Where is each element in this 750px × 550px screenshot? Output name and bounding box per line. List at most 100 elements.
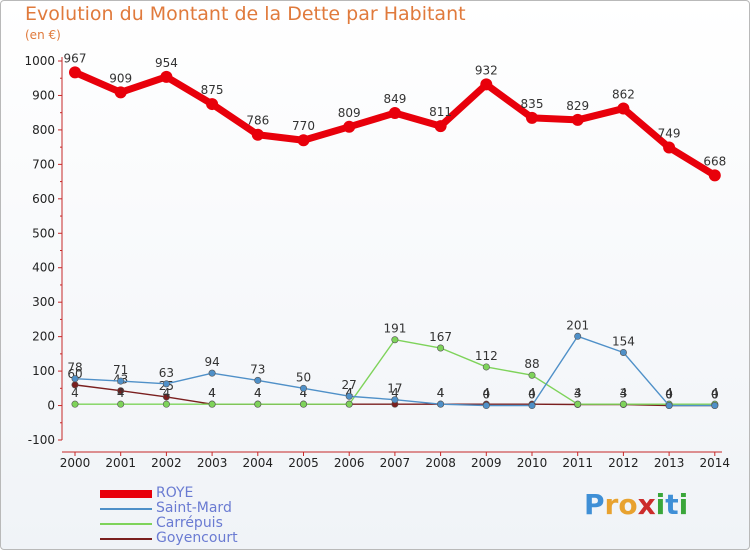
data-label-saint-mard-2000: 78 xyxy=(67,361,82,375)
data-point-carr-puis-2008 xyxy=(437,344,445,352)
data-label-roye-2007: 849 xyxy=(383,92,406,106)
y-tick-label-800: 800 xyxy=(32,123,55,137)
data-point-saint-mard-2012 xyxy=(619,348,627,356)
data-label-saint-mard-2002: 63 xyxy=(159,366,174,380)
data-point-roye-2013 xyxy=(663,141,676,154)
data-label-carr-puis-2005: 4 xyxy=(300,386,308,400)
data-point-roye-2005 xyxy=(297,134,310,147)
data-point-saint-mard-2010 xyxy=(528,402,536,410)
logo-letter: i xyxy=(678,488,689,521)
data-point-carr-puis-2001 xyxy=(117,400,125,408)
legend-swatch-roye xyxy=(100,490,152,498)
data-point-saint-mard-2008 xyxy=(437,400,445,408)
data-label-roye-2009: 932 xyxy=(475,63,498,77)
logo-letter: o xyxy=(618,488,638,521)
data-point-carr-puis-2005 xyxy=(299,400,307,408)
data-label-carr-puis-2000: 4 xyxy=(71,386,79,400)
x-tick-label-2010: 2010 xyxy=(517,456,548,470)
y-tick-label-300: 300 xyxy=(32,295,55,309)
x-tick-label-2000: 2000 xyxy=(60,456,91,470)
data-label-roye-2008: 811 xyxy=(429,105,452,119)
proxiti-logo: Proxiti xyxy=(584,488,688,521)
data-point-carr-puis-2003 xyxy=(208,400,216,408)
data-point-carr-puis-2000 xyxy=(71,400,79,408)
y-tick-label-100: 100 xyxy=(32,364,55,378)
logo-letter: r xyxy=(604,488,619,521)
data-label-saint-mard-2003: 94 xyxy=(204,355,219,369)
data-label-roye-2002: 954 xyxy=(155,56,178,70)
data-label-goyencourt-2009: 4 xyxy=(482,386,490,400)
legend-swatch-goyencourt xyxy=(100,538,152,540)
data-point-roye-2000 xyxy=(69,66,81,79)
legend-label-goyencourt: Goyencourt xyxy=(156,530,238,546)
data-label-roye-2010: 835 xyxy=(521,97,544,111)
data-label-roye-2012: 862 xyxy=(612,88,635,102)
data-point-saint-mard-2003 xyxy=(208,369,216,377)
data-point-carr-puis-2011 xyxy=(574,400,582,408)
x-tick-label-2005: 2005 xyxy=(288,456,319,470)
data-label-carr-puis-2010: 88 xyxy=(524,357,539,371)
data-point-roye-2012 xyxy=(617,102,630,115)
x-tick-label-2004: 2004 xyxy=(243,456,274,470)
data-label-goyencourt-2000: 60 xyxy=(67,367,82,381)
data-label-roye-2001: 909 xyxy=(109,71,132,85)
data-label-roye-2013: 749 xyxy=(658,126,681,140)
data-label-carr-puis-2009: 112 xyxy=(475,349,498,363)
data-label-carr-puis-2011: 4 xyxy=(574,386,582,400)
logo-letter: P xyxy=(584,488,605,521)
data-label-carr-puis-2012: 4 xyxy=(620,386,628,400)
data-point-carr-puis-2002 xyxy=(162,400,170,408)
data-label-carr-puis-2004: 4 xyxy=(254,386,262,400)
data-label-goyencourt-2004: 4 xyxy=(254,386,262,400)
data-label-goyencourt-2005: 4 xyxy=(300,386,308,400)
data-label-saint-mard-2012: 154 xyxy=(612,334,635,348)
data-label-roye-2005: 770 xyxy=(292,119,315,133)
y-tick-label-600: 600 xyxy=(32,192,55,206)
data-point-saint-mard-2013 xyxy=(665,402,673,410)
logo-letter: i xyxy=(655,488,666,521)
x-tick-label-2001: 2001 xyxy=(105,456,136,470)
data-label-roye-2004: 786 xyxy=(246,114,269,128)
data-point-saint-mard-2002 xyxy=(162,380,170,388)
data-point-carr-puis-2006 xyxy=(345,400,353,408)
data-label-carr-puis-2002: 4 xyxy=(163,386,171,400)
data-point-carr-puis-2007 xyxy=(391,336,399,344)
data-point-carr-puis-2009 xyxy=(482,363,490,371)
data-label-carr-puis-2008: 167 xyxy=(429,330,452,344)
data-point-carr-puis-2012 xyxy=(619,400,627,408)
y-tick-label-0: 0 xyxy=(47,399,55,413)
data-label-saint-mard-2014: 0 xyxy=(711,388,719,402)
data-point-saint-mard-2009 xyxy=(482,402,490,410)
data-label-saint-mard-2008: 4 xyxy=(437,386,445,400)
data-point-roye-2003 xyxy=(206,98,219,111)
data-label-roye-2011: 829 xyxy=(566,99,589,113)
data-label-roye-2006: 809 xyxy=(338,106,361,120)
data-label-carr-puis-2003: 4 xyxy=(208,386,216,400)
data-label-carr-puis-2007: 191 xyxy=(383,322,406,336)
data-label-goyencourt-2008: 4 xyxy=(437,386,445,400)
data-point-roye-2002 xyxy=(160,70,173,83)
data-point-saint-mard-2007 xyxy=(391,396,399,404)
data-label-saint-mard-2011: 201 xyxy=(566,318,589,332)
y-tick-label-500: 500 xyxy=(32,226,55,240)
data-point-roye-2008 xyxy=(434,120,447,133)
data-point-roye-2001 xyxy=(114,86,127,99)
y-tick-label-200: 200 xyxy=(32,330,55,344)
chart-subtitle: (en €) xyxy=(25,28,61,42)
data-label-saint-mard-2009: 0 xyxy=(482,388,490,402)
legend-label-roye: ROYE xyxy=(156,485,194,501)
legend-label-saint-mard: Saint-Mard xyxy=(156,500,232,516)
chart-title: Evolution du Montant de la Dette par Hab… xyxy=(25,3,466,25)
x-tick-label-2003: 2003 xyxy=(197,456,228,470)
x-tick-label-2002: 2002 xyxy=(151,456,182,470)
data-point-saint-mard-2014 xyxy=(711,402,719,410)
data-label-goyencourt-2003: 4 xyxy=(208,386,216,400)
data-label-roye-2000: 967 xyxy=(64,51,87,65)
data-label-carr-puis-2013: 4 xyxy=(665,386,673,400)
x-tick-label-2011: 2011 xyxy=(562,456,593,470)
data-point-roye-2009 xyxy=(480,78,493,91)
x-tick-label-2007: 2007 xyxy=(380,456,411,470)
data-point-goyencourt-2001 xyxy=(117,387,125,395)
data-point-roye-2010 xyxy=(526,111,538,124)
